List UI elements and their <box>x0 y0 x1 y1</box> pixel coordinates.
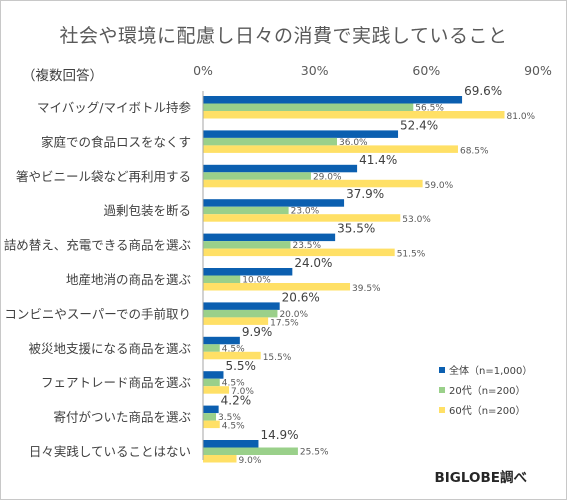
data-label-all: 69.6% <box>464 84 502 98</box>
data-label-sixties: 17.5% <box>270 318 299 328</box>
data-label-all: 37.9% <box>346 187 384 201</box>
bar-sixties <box>203 455 237 463</box>
category-label: フェアトレード商品を選ぶ <box>41 375 191 390</box>
bar-all <box>203 164 358 173</box>
bar-sixties <box>203 283 351 291</box>
data-label-twenties: 56.5% <box>415 104 444 114</box>
data-label-all: 35.5% <box>337 222 375 236</box>
category-label: 被災地支援になる商品を選ぶ <box>28 341 191 356</box>
x-axis-ticks: 0% 30% 60% 90% <box>193 63 552 78</box>
category-label: マイバッグ/マイボトル持参 <box>37 100 191 115</box>
data-label-sixties: 59.0% <box>425 181 454 191</box>
data-label-sixties: 53.0% <box>402 215 431 225</box>
x-tick-label: 30% <box>301 63 329 78</box>
bar-all <box>203 336 240 345</box>
legend-item-twenties-swatch <box>439 387 445 393</box>
bar-twenties <box>203 413 217 421</box>
bar-all <box>203 233 336 242</box>
category-label: 箸やビニール袋など再利用する <box>16 169 191 184</box>
category-label: 家庭での食品ロスをなくす <box>41 134 191 149</box>
bar-twenties <box>203 344 220 352</box>
data-labels: 69.6% 52.4% 41.4% 37.9% 35.5% 24.0% 20.6% 9.9% 5… <box>218 84 536 466</box>
legend-item-sixties-label: 60代（n=200） <box>449 405 526 417</box>
bar-twenties <box>203 378 220 387</box>
bars <box>203 96 505 463</box>
bar-twenties <box>203 275 241 283</box>
bar-twenties <box>203 172 311 180</box>
category-labels: マイバッグ/マイボトル持参家庭での食品ロスをなくす箸やビニール袋など再利用する過… <box>4 100 192 459</box>
data-label-all: 41.4% <box>359 153 397 167</box>
data-label-twenties: 4.5% <box>222 379 245 389</box>
bar-all <box>203 405 219 414</box>
bar-sixties <box>203 420 220 429</box>
bar-twenties <box>203 137 337 146</box>
bar-twenties <box>203 309 278 318</box>
data-label-twenties: 36.0% <box>339 138 368 148</box>
bar-sixties <box>203 386 230 394</box>
bar-all <box>203 302 280 310</box>
bar-sixties <box>203 145 458 153</box>
data-label-all: 5.5% <box>225 359 256 373</box>
data-label-twenties: 29.0% <box>313 172 342 182</box>
bar-all <box>203 268 293 276</box>
category-label: 日々実践していることはない <box>29 444 191 459</box>
data-label-sixties: 15.5% <box>263 353 292 363</box>
category-label: コンビニやスーパーでの手前取り <box>4 306 191 321</box>
bar-sixties <box>203 248 395 257</box>
legend-item-sixties-swatch <box>439 407 445 413</box>
bar-twenties <box>203 103 414 111</box>
bar-sixties <box>203 111 505 119</box>
multiple-answer-note: （複数回答） <box>22 68 103 84</box>
legend-item-all-swatch <box>439 367 445 373</box>
data-label-sixties: 4.5% <box>222 422 245 432</box>
data-label-sixties: 9.0% <box>239 456 262 466</box>
data-label-twenties: 3.5% <box>218 413 241 423</box>
data-label-twenties: 23.0% <box>291 207 320 217</box>
legend-item-all-label: 全体（n=1,000） <box>449 364 532 377</box>
data-label-all: 52.4% <box>400 118 438 132</box>
category-label: 詰め替え、充電できる商品を選ぶ <box>4 238 191 253</box>
legend: 全体（n=1,000） 20代（n=200） 60代（n=200） <box>439 364 532 417</box>
data-label-sixties: 81.0% <box>507 112 536 122</box>
x-tick-label: 60% <box>412 63 440 78</box>
x-tick-label: 0% <box>193 63 213 78</box>
bar-all <box>203 96 463 104</box>
data-label-sixties: 7.0% <box>231 387 254 397</box>
bar-twenties <box>203 206 289 215</box>
data-label-all: 20.6% <box>282 290 320 304</box>
data-label-twenties: 10.0% <box>242 276 271 286</box>
bar-all <box>203 199 345 207</box>
bar-twenties <box>203 241 291 249</box>
legend-item-twenties-label: 20代（n=200） <box>449 385 526 397</box>
bar-sixties <box>203 351 261 360</box>
bar-all <box>203 440 259 448</box>
data-label-all: 14.9% <box>260 428 298 442</box>
category-label: 寄付がついた商品を選ぶ <box>53 410 191 425</box>
data-label-twenties: 25.5% <box>300 448 329 458</box>
chart-title: 社会や環境に配慮し日々の消費で実践していること <box>59 25 508 47</box>
bar-sixties <box>203 317 269 325</box>
source-credit: BIGLOBE調べ <box>434 470 527 486</box>
data-label-all: 9.9% <box>242 325 273 339</box>
data-label-all: 4.2% <box>221 394 252 408</box>
data-label-twenties: 23.5% <box>292 241 321 251</box>
bar-all <box>203 130 399 138</box>
data-label-sixties: 68.5% <box>460 146 489 156</box>
bar-all <box>203 371 224 379</box>
x-tick-label: 90% <box>524 63 552 78</box>
data-label-sixties: 39.5% <box>352 284 381 294</box>
category-label: 過剰包装を断る <box>103 203 191 218</box>
bar-sixties <box>203 214 401 222</box>
data-label-all: 24.0% <box>294 256 332 270</box>
data-label-sixties: 51.5% <box>397 250 426 260</box>
data-label-twenties: 20.0% <box>279 310 308 320</box>
category-label: 地産地消の商品を選ぶ <box>66 272 191 287</box>
data-label-twenties: 4.5% <box>222 344 245 354</box>
bar-twenties <box>203 447 298 455</box>
bar-sixties <box>203 179 423 188</box>
